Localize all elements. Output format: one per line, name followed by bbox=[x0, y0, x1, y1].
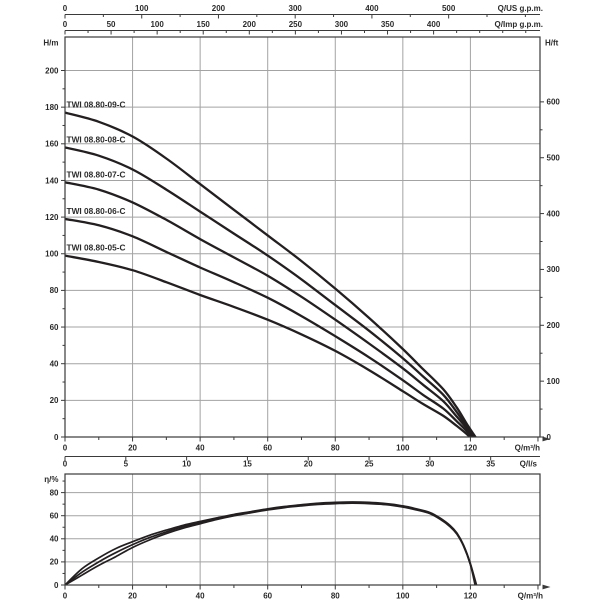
m3h-tick-label: 120 bbox=[464, 444, 478, 453]
hm-tick-label: 140 bbox=[45, 176, 59, 185]
hm-tick-label: 80 bbox=[50, 286, 59, 295]
imp-gpm-tick-label: 250 bbox=[289, 20, 303, 29]
head-curves-group bbox=[65, 111, 477, 437]
us-gpm-axis-label: Q/US g.p.m. bbox=[498, 4, 543, 13]
imp-gpm-tick-label: 300 bbox=[335, 20, 349, 29]
ls-tick-label: 35 bbox=[486, 460, 495, 469]
eff-m3h-tick-label: 60 bbox=[263, 592, 272, 600]
hm-tick-label: 40 bbox=[50, 360, 59, 369]
pump-curve-label: TWI 08.80-05-C bbox=[67, 243, 126, 253]
head-curve-5 bbox=[65, 254, 471, 437]
hft-tick-label: 500 bbox=[547, 154, 561, 163]
hm-axis-label: H/m bbox=[43, 39, 58, 48]
hm-tick-label: 120 bbox=[45, 213, 59, 222]
hm-tick-label: 100 bbox=[45, 250, 59, 259]
m3h-tick-label: 100 bbox=[396, 444, 410, 453]
eff-m3h-tick-label: 20 bbox=[128, 592, 137, 600]
ls-tick-label: 15 bbox=[243, 460, 252, 469]
imp-gpm-tick-label: 100 bbox=[150, 20, 164, 29]
m3h-axis-label: Q/m³/h bbox=[515, 444, 540, 453]
hft-tick-label: 400 bbox=[547, 209, 561, 218]
head-curve-8 bbox=[65, 146, 475, 437]
ls-tick-label: 5 bbox=[124, 460, 129, 469]
us-gpm-tick-label: 200 bbox=[212, 4, 226, 13]
head-curve-7 bbox=[65, 181, 474, 437]
eta-tick-label: 40 bbox=[50, 535, 59, 544]
ls-tick-label: 0 bbox=[63, 460, 68, 469]
hft-tick-label: 600 bbox=[547, 98, 561, 107]
us-gpm-tick-label: 100 bbox=[135, 4, 149, 13]
eta-tick-label: 60 bbox=[50, 512, 59, 521]
hft-tick-label: 300 bbox=[547, 265, 561, 274]
us-gpm-tick-label: 500 bbox=[442, 4, 456, 13]
eff-m3h-tick-label: 120 bbox=[464, 592, 478, 600]
eta-tick-label: 0 bbox=[54, 581, 59, 590]
m3h-tick-label: 40 bbox=[196, 444, 205, 453]
us-gpm-tick-label: 300 bbox=[289, 4, 303, 13]
imp-gpm-tick-label: 150 bbox=[197, 20, 211, 29]
head-curve-6 bbox=[65, 217, 473, 437]
us-gpm-tick-label: 0 bbox=[63, 4, 68, 13]
ls-tick-label: 10 bbox=[182, 460, 191, 469]
hft-tick-label: 200 bbox=[547, 321, 561, 330]
ls-tick-label: 20 bbox=[304, 460, 313, 469]
efficiency-plot-frame bbox=[64, 473, 541, 586]
hm-tick-label: 0 bbox=[54, 433, 59, 442]
m3h-axis-arrow-icon bbox=[542, 436, 551, 442]
main-plot-frame bbox=[64, 36, 541, 438]
imp-gpm-tick-label: 400 bbox=[427, 20, 441, 29]
hm-tick-label: 160 bbox=[45, 140, 59, 149]
pump-curve-label: TWI 08.80-07-C bbox=[67, 169, 126, 179]
m3h-tick-label: 60 bbox=[263, 444, 272, 453]
hm-tick-label: 180 bbox=[45, 103, 59, 112]
ls-tick-label: 30 bbox=[425, 460, 434, 469]
eff-m3h-axis-label: Q/m³/h bbox=[518, 592, 543, 600]
ls-tick-label: 25 bbox=[365, 460, 374, 469]
m3h-tick-label: 20 bbox=[128, 444, 137, 453]
us-gpm-tick-label: 400 bbox=[365, 4, 379, 13]
hft-axis-label: H/ft bbox=[545, 39, 559, 48]
head-curve-9 bbox=[65, 111, 477, 437]
eta-tick-label: 80 bbox=[50, 488, 59, 497]
efficiency-curves-group bbox=[65, 501, 478, 585]
m3h-tick-label: 80 bbox=[331, 444, 340, 453]
eta-axis-label: η/% bbox=[44, 475, 58, 484]
eff-m3h-tick-label: 80 bbox=[331, 592, 340, 600]
hft-tick-label: 100 bbox=[547, 377, 561, 386]
efficiency-curve-2 bbox=[65, 502, 476, 585]
imp-gpm-tick-label: 50 bbox=[107, 20, 116, 29]
imp-gpm-tick-label: 0 bbox=[63, 20, 68, 29]
imp-gpm-tick-label: 350 bbox=[381, 20, 395, 29]
eff-m3h-tick-label: 40 bbox=[196, 592, 205, 600]
hm-tick-label: 20 bbox=[50, 396, 59, 405]
hm-tick-label: 60 bbox=[50, 323, 59, 332]
eff-m3h-axis-arrow-icon bbox=[542, 584, 551, 590]
pump-curve-label: TWI 08.80-08-C bbox=[67, 134, 126, 144]
hm-tick-label: 200 bbox=[45, 66, 59, 75]
eff-m3h-tick-label: 0 bbox=[63, 592, 68, 600]
eta-tick-label: 20 bbox=[50, 558, 59, 567]
pump-curve-label: TWI 08.80-09-C bbox=[67, 100, 126, 110]
ls-axis-label: Q/l/s bbox=[520, 460, 538, 469]
m3h-tick-label: 0 bbox=[63, 444, 68, 453]
imp-gpm-axis-label: Q/Imp g.p.m. bbox=[495, 20, 543, 29]
eff-m3h-tick-label: 100 bbox=[396, 592, 410, 600]
hft-tick-label: 0 bbox=[547, 433, 552, 442]
imp-gpm-tick-label: 200 bbox=[243, 20, 257, 29]
pump-curve-label: TWI 08.80-06-C bbox=[67, 206, 126, 216]
